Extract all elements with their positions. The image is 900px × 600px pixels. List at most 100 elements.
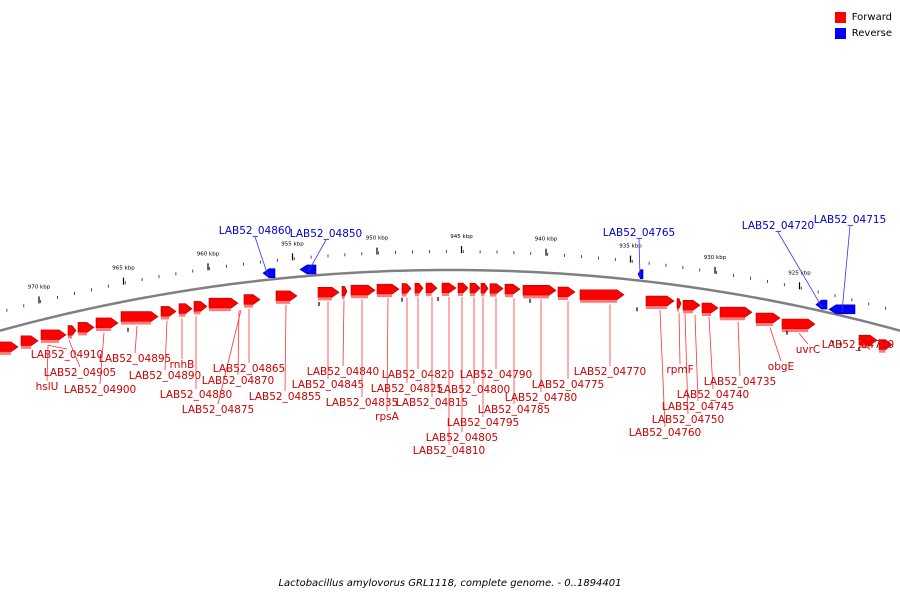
legend: Forward Reverse xyxy=(834,9,892,41)
gene-label[interactable]: LAB52_04900 xyxy=(64,384,137,396)
gene-label[interactable]: hslU xyxy=(36,381,59,393)
gene-label[interactable]: LAB52_04735 xyxy=(704,376,777,388)
gene-label[interactable]: LAB52_04860 xyxy=(219,225,292,237)
gene-label[interactable]: LAB52_04795 xyxy=(447,417,520,429)
gene-label[interactable]: LAB52_04865 xyxy=(213,363,286,375)
gene-label[interactable]: rpsA xyxy=(375,411,399,423)
forward-gene-arrow[interactable] xyxy=(645,295,675,307)
forward-gene-arrow[interactable] xyxy=(719,306,753,318)
gene-label[interactable]: LAB52_04905 xyxy=(44,367,117,379)
reverse-gene-arrow[interactable] xyxy=(637,269,644,280)
forward-gene-arrow[interactable] xyxy=(457,282,469,294)
ruler-tick-label: 955 kbp xyxy=(281,241,304,247)
forward-gene-arrow[interactable] xyxy=(160,306,177,317)
reverse-gene-arrow[interactable] xyxy=(299,264,317,275)
forward-gene-arrow[interactable] xyxy=(67,325,77,336)
gene-label[interactable]: LAB52_04880 xyxy=(160,389,233,401)
forward-gene-arrow[interactable] xyxy=(676,298,682,309)
forward-gene-arrow[interactable] xyxy=(243,294,261,305)
gene-label[interactable]: LAB52_04825 xyxy=(371,383,444,395)
gene-label[interactable]: LAB52_04850 xyxy=(290,228,363,240)
forward-gene-arrow[interactable] xyxy=(178,303,193,315)
forward-gene-arrow[interactable] xyxy=(95,317,119,329)
gene-shadow xyxy=(702,313,711,316)
gene-label[interactable]: LAB52_04845 xyxy=(292,379,365,391)
forward-gene-arrow[interactable] xyxy=(317,287,340,298)
forward-gene-arrow[interactable] xyxy=(469,282,481,294)
reverse-gene-arrow[interactable] xyxy=(815,299,828,310)
gene-label[interactable]: LAB52_04760 xyxy=(629,427,702,439)
gene-label[interactable]: LAB52_04750 xyxy=(652,414,725,426)
gene-label[interactable]: LAB52_04855 xyxy=(249,391,322,403)
forward-gene-arrow[interactable] xyxy=(781,318,816,330)
gene-shadow xyxy=(179,313,186,317)
forward-gene-arrow[interactable] xyxy=(40,329,67,341)
forward-gene-arrow[interactable] xyxy=(275,290,298,302)
forward-gene-arrow[interactable] xyxy=(522,285,557,296)
gene-label[interactable]: LAB52_04835 xyxy=(326,397,399,409)
gene-shadow xyxy=(276,300,290,304)
forward-gene-arrow[interactable] xyxy=(414,282,424,294)
forward-gene-arrow[interactable] xyxy=(401,283,412,294)
gene-label[interactable]: rpmF xyxy=(666,364,693,376)
forward-gene-arrow[interactable] xyxy=(480,283,489,294)
gene-shadow xyxy=(442,293,449,297)
gene-label[interactable]: LAB52_04765 xyxy=(603,227,676,239)
gene-label[interactable]: LAB52_04805 xyxy=(426,432,499,444)
forward-gene-arrow[interactable] xyxy=(341,285,348,297)
forward-gene-arrow[interactable] xyxy=(858,334,878,346)
gene-label[interactable]: LAB52_04740 xyxy=(677,389,750,401)
label-leader-line xyxy=(68,340,81,368)
forward-gene-arrow[interactable] xyxy=(208,297,239,309)
gene-label[interactable]: LAB52_04800 xyxy=(438,384,511,396)
gene-label[interactable]: LAB52_04895 xyxy=(99,353,172,365)
gene-label[interactable]: LAB52_04785 xyxy=(478,404,551,416)
forward-gene-arrow[interactable] xyxy=(557,286,576,298)
forward-gene-arrow[interactable] xyxy=(193,301,208,312)
gene-shadow xyxy=(41,339,59,343)
gene-label[interactable]: LAB52_04815 xyxy=(396,397,469,409)
gene-label[interactable]: LAB52_04910 xyxy=(31,349,104,361)
forward-gene-arrow[interactable] xyxy=(20,335,39,347)
forward-gene-arrow[interactable] xyxy=(701,302,719,314)
gene-label[interactable]: LAB52_04710 xyxy=(822,339,895,351)
forward-gene-arrow[interactable] xyxy=(0,341,19,353)
forward-gene-arrow[interactable] xyxy=(489,283,504,294)
gene-label[interactable]: LAB52_04820 xyxy=(382,369,455,381)
gene-label[interactable]: LAB52_04790 xyxy=(460,369,533,381)
gene-label[interactable]: LAB52_04810 xyxy=(413,445,486,457)
forward-gene-arrow[interactable] xyxy=(682,299,701,311)
forward-gene-arrow[interactable] xyxy=(441,282,457,294)
gene-label[interactable]: uvrC xyxy=(796,344,821,356)
gene-label[interactable]: obgE xyxy=(768,361,794,373)
gene-label[interactable]: LAB52_04720 xyxy=(742,220,815,232)
reverse-swatch xyxy=(834,27,846,39)
gene-label[interactable]: LAB52_04715 xyxy=(814,214,887,226)
gene-label[interactable]: LAB52_04875 xyxy=(182,404,255,416)
gene-shadow xyxy=(458,293,463,297)
reverse-gene-arrow[interactable] xyxy=(262,268,276,278)
gene-label[interactable]: LAB52_04780 xyxy=(505,392,578,404)
forward-gene-arrow[interactable] xyxy=(77,322,95,333)
label-leader-line xyxy=(678,312,681,365)
gene-label[interactable]: LAB52_04770 xyxy=(574,366,647,378)
gene-label[interactable]: LAB52_04890 xyxy=(129,370,202,382)
gene-label[interactable]: rnhB xyxy=(170,359,195,371)
forward-gene-arrow[interactable] xyxy=(878,339,893,351)
label-leader-line xyxy=(638,238,641,277)
forward-gene-arrow[interactable] xyxy=(120,311,159,322)
gene-label[interactable]: LAB52_04870 xyxy=(202,375,275,387)
forward-gene-arrow[interactable] xyxy=(579,289,625,301)
ruler-tick-label: 960 kbp xyxy=(197,251,220,257)
label-leader-line xyxy=(708,316,714,390)
forward-gene-arrow[interactable] xyxy=(425,282,438,294)
forward-gene-arrow[interactable] xyxy=(376,283,400,295)
gene-label[interactable]: LAB52_04840 xyxy=(307,366,380,378)
forward-gene-arrow[interactable] xyxy=(504,283,521,295)
forward-gene-arrow[interactable] xyxy=(350,284,376,296)
gene-label[interactable]: LAB52_04775 xyxy=(532,379,605,391)
gene-label[interactable]: LAB52_04745 xyxy=(662,401,735,413)
gene-shadow xyxy=(96,327,111,331)
forward-gene-arrow[interactable] xyxy=(755,312,781,324)
gene-shadow xyxy=(782,329,808,333)
